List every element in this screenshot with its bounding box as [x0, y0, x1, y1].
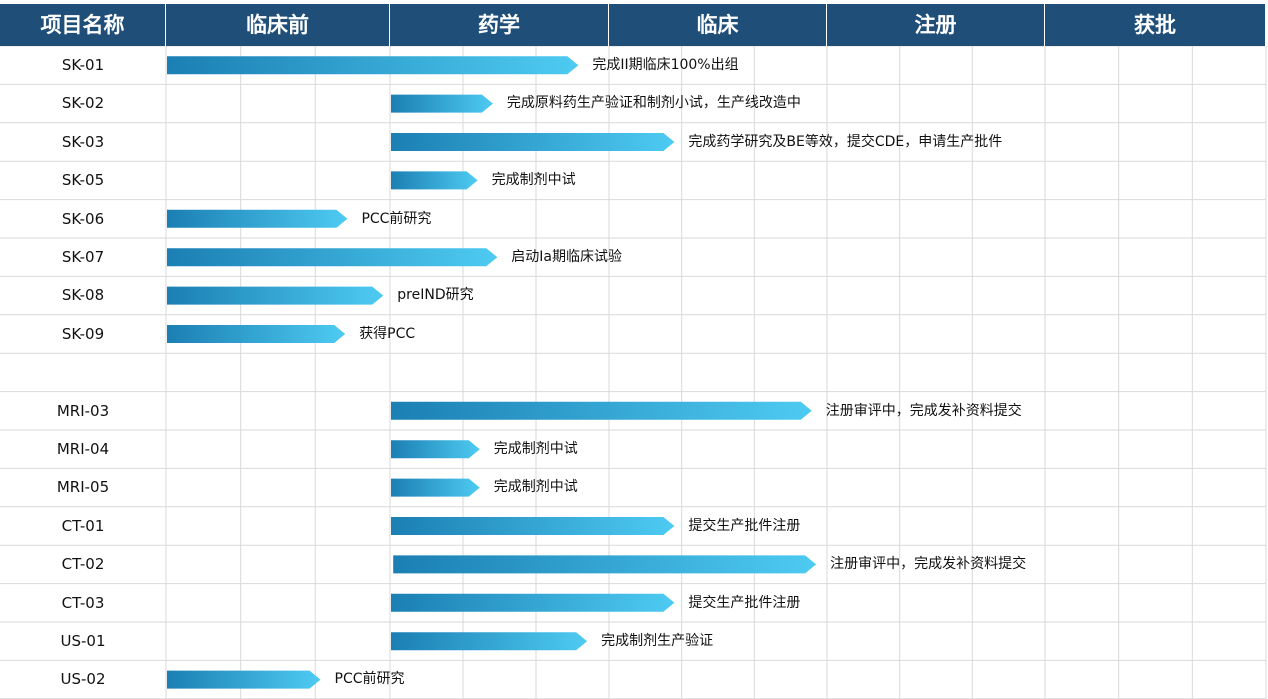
- bar-label: 完成制剂生产验证: [601, 633, 714, 649]
- row-label: SK-02: [61, 94, 105, 113]
- bar-label: 启动Ia期临床试验: [511, 249, 623, 265]
- bar-SK-08: [167, 286, 384, 305]
- header-cell-5: 获批: [1045, 4, 1266, 46]
- bar-label: 注册审评中，完成发补资料提交: [825, 402, 1022, 419]
- header-cell-1: 临床前: [166, 4, 390, 46]
- row-label: MRI-03: [56, 401, 110, 420]
- row-label: [0, 353, 166, 391]
- bar-label: preIND研究: [397, 287, 474, 304]
- bar-US-02: [167, 670, 321, 689]
- row-label: SK-07: [61, 248, 105, 266]
- bar-label: 完成原料药生产验证和制剂小试，生产线改造中: [506, 95, 801, 112]
- bar-CT-01: [391, 517, 675, 535]
- bar-label: 完成制剂中试: [493, 479, 578, 496]
- bar-label: 注册审评中，完成发补资料提交: [830, 556, 1027, 573]
- bar-label: 完成制剂中试: [491, 172, 576, 189]
- bar-SK-05: [391, 171, 478, 190]
- header-cell-2: 药学: [390, 4, 609, 46]
- row-label: SK-01: [61, 56, 105, 74]
- bar-MRI-05: [391, 478, 480, 497]
- bar-label: 提交生产批件注册: [688, 517, 801, 534]
- bar-SK-01: [167, 56, 579, 75]
- bar-SK-02: [391, 94, 493, 113]
- bar-SK-09: [167, 325, 346, 343]
- row-label: SK-03: [61, 132, 105, 151]
- bar-label: PCC前研究: [334, 671, 405, 688]
- bar-SK-03: [391, 133, 675, 151]
- bar-CT-03: [391, 593, 675, 612]
- row-label: SK-06: [61, 209, 105, 228]
- bar-CT-02: [393, 555, 817, 574]
- row-label: US-02: [60, 670, 106, 689]
- bar-label: 完成药学研究及BE等效，提交CDE，申请生产批件: [688, 133, 1003, 150]
- bar-label: 完成II期临床100%出组: [592, 57, 739, 73]
- row-label: CT-02: [61, 555, 105, 574]
- row-label: MRI-04: [56, 440, 110, 458]
- row-label: MRI-05: [56, 478, 110, 497]
- bar-SK-07: [167, 248, 498, 267]
- header-cell-0: 项目名称: [0, 4, 166, 46]
- row-label: SK-05: [61, 171, 105, 190]
- bar-SK-06: [167, 209, 348, 228]
- bar-label: 完成制剂中试: [493, 441, 578, 457]
- bar-MRI-04: [391, 440, 480, 459]
- header-cell-4: 注册: [827, 4, 1045, 46]
- row-label: SK-08: [61, 286, 105, 305]
- row-label: SK-09: [61, 324, 105, 343]
- row-label: US-01: [60, 632, 106, 650]
- bar-label: PCC前研究: [361, 210, 432, 227]
- row-label: CT-01: [61, 516, 105, 535]
- bar-MRI-03: [391, 401, 812, 420]
- row-label: CT-03: [61, 593, 105, 612]
- header-cell-3: 临床: [609, 4, 827, 46]
- bar-label: 获得PCC: [359, 325, 416, 342]
- header-row: 项目名称 临床前 药学 临床 注册 获批: [0, 4, 1268, 46]
- bar-label: 提交生产批件注册: [688, 594, 801, 611]
- bar-US-01: [391, 632, 588, 651]
